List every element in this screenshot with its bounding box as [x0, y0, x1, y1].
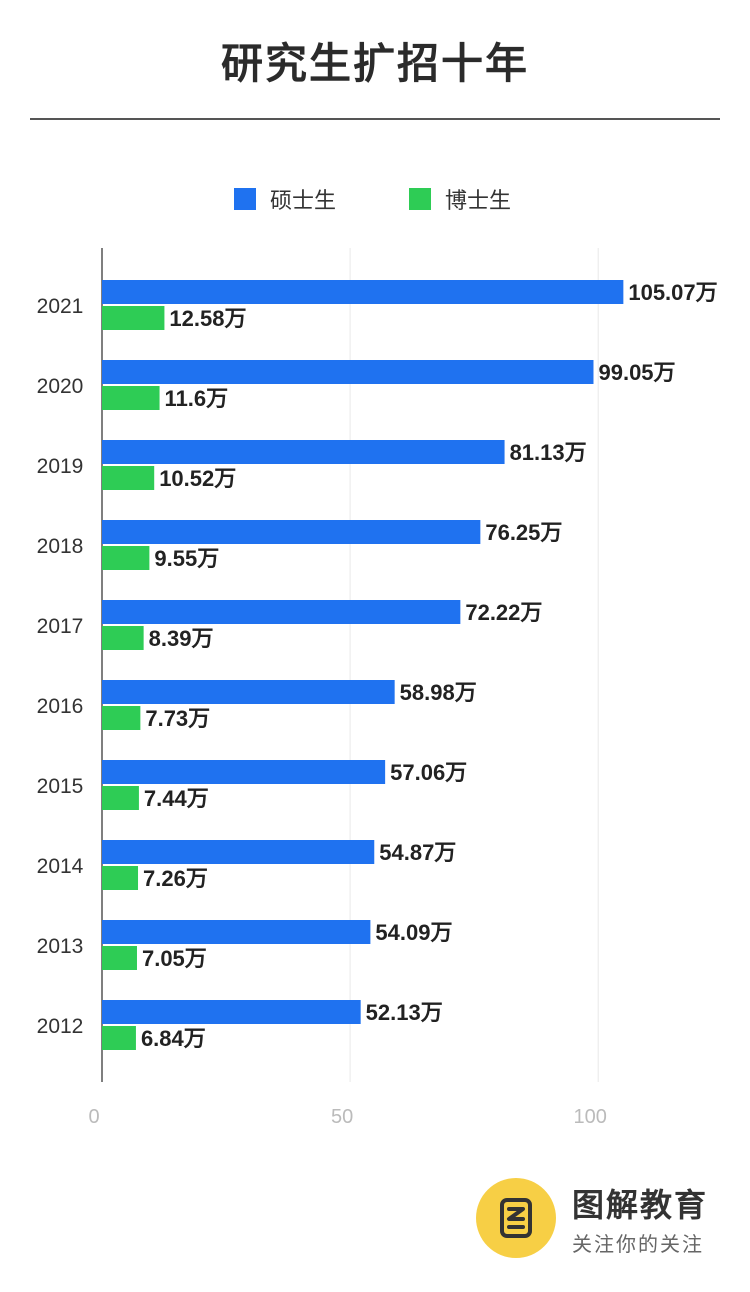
- y-tick-label: 2012: [37, 1015, 84, 1038]
- y-tick-label: 2019: [37, 455, 84, 478]
- bar-doctoral: [102, 706, 141, 730]
- x-tick-label: 0: [88, 1106, 99, 1128]
- data-label: 9.55万: [154, 546, 219, 571]
- x-tick-label: 50: [331, 1106, 353, 1128]
- y-tick-label: 2013: [37, 935, 84, 958]
- bar-masters: [102, 520, 481, 544]
- data-label: 12.58万: [169, 306, 246, 331]
- data-label: 8.39万: [149, 626, 214, 651]
- data-label: 52.13万: [366, 1000, 443, 1025]
- data-label: 99.05万: [598, 360, 675, 385]
- data-label: 54.09万: [375, 920, 452, 945]
- data-label: 57.06万: [390, 760, 467, 785]
- data-label: 10.52万: [159, 466, 236, 491]
- y-tick-label: 2014: [37, 855, 84, 878]
- bar-doctoral: [102, 786, 139, 810]
- bar-doctoral: [102, 946, 137, 970]
- page-title: 研究生扩招十年: [220, 39, 529, 88]
- data-label: 58.98万: [400, 680, 477, 705]
- bar-masters: [102, 600, 461, 624]
- bar-masters: [102, 280, 624, 304]
- title-divider: [30, 118, 720, 120]
- legend-item-doctoral: 博士生: [409, 183, 511, 215]
- data-label: 7.44万: [144, 786, 209, 811]
- document-icon: [500, 1198, 532, 1238]
- y-tick-label: 2015: [37, 775, 84, 798]
- data-label: 7.26万: [143, 866, 208, 891]
- bar-doctoral: [102, 466, 155, 490]
- logo-slogan: 关注你的关注: [572, 1232, 704, 1256]
- chart-legend: 硕士生 博士生: [0, 183, 750, 215]
- x-tick-label: 100: [574, 1106, 607, 1128]
- bar-masters: [102, 360, 594, 384]
- y-tick-label: 2016: [37, 695, 84, 718]
- bar-masters: [102, 680, 395, 704]
- legend-item-masters: 硕士生: [234, 183, 336, 215]
- legend-label-doctoral: 博士生: [445, 189, 512, 214]
- logo-name: 图解教育: [572, 1186, 709, 1224]
- bar-doctoral: [102, 546, 150, 570]
- bar-doctoral: [102, 626, 144, 650]
- data-label: 72.22万: [465, 600, 542, 625]
- data-label: 11.6万: [165, 386, 229, 411]
- bar-doctoral: [102, 386, 160, 410]
- data-label: 76.25万: [485, 520, 562, 545]
- bar-doctoral: [102, 866, 139, 890]
- brand-logo: 图解教育 关注你的关注: [476, 1178, 736, 1260]
- legend-label-masters: 硕士生: [270, 189, 337, 214]
- bar-doctoral: [102, 1026, 136, 1050]
- legend-swatch-doctoral: [409, 188, 431, 210]
- data-label: 54.87万: [379, 840, 456, 865]
- y-tick-label: 2020: [37, 375, 84, 398]
- y-tick-label: 2017: [37, 615, 84, 638]
- data-label: 7.73万: [145, 706, 210, 731]
- bar-masters: [102, 440, 505, 464]
- data-label: 81.13万: [510, 440, 587, 465]
- data-label: 6.84万: [141, 1026, 206, 1051]
- legend-swatch-masters: [234, 188, 256, 210]
- y-tick-label: 2021: [37, 295, 84, 318]
- bar-masters: [102, 760, 386, 784]
- data-label: 7.05万: [142, 946, 207, 971]
- bar-masters: [102, 1000, 361, 1024]
- bar-doctoral: [102, 306, 165, 330]
- bar-masters: [102, 840, 375, 864]
- y-tick-label: 2018: [37, 535, 84, 558]
- logo-badge: [476, 1178, 556, 1258]
- data-label: 105.07万: [628, 280, 717, 305]
- bar-chart: 0 50 100 2021 105.07万 12.58万 2020 99.05万 11.6万 20…: [37, 248, 718, 1128]
- bar-masters: [102, 920, 371, 944]
